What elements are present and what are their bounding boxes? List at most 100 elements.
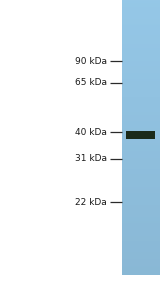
Bar: [122, 222, 160, 224]
Bar: [122, 127, 160, 128]
Bar: [122, 184, 160, 185]
Bar: [122, 200, 160, 201]
Text: 31 kDa: 31 kDa: [75, 154, 107, 163]
Bar: [122, 57, 160, 59]
Bar: [122, 120, 160, 121]
Bar: [122, 262, 160, 263]
Bar: [122, 259, 160, 260]
Bar: [122, 265, 160, 267]
Bar: [122, 221, 160, 222]
Bar: [122, 56, 160, 57]
Bar: [122, 212, 160, 214]
Bar: [122, 177, 160, 178]
Bar: [122, 5, 160, 6]
Bar: [122, 14, 160, 16]
Bar: [122, 29, 160, 30]
Bar: [122, 238, 160, 239]
Bar: [122, 264, 160, 265]
Bar: [122, 178, 160, 179]
Bar: [122, 124, 160, 126]
Bar: [122, 49, 160, 50]
Bar: [122, 233, 160, 234]
Bar: [122, 73, 160, 74]
Bar: [122, 80, 160, 81]
Bar: [122, 76, 160, 77]
Bar: [122, 0, 160, 1]
Bar: [122, 190, 160, 191]
Bar: [122, 247, 160, 249]
Bar: [122, 263, 160, 264]
Bar: [122, 39, 160, 40]
Bar: [122, 271, 160, 272]
Bar: [122, 117, 160, 118]
Bar: [122, 91, 160, 93]
Bar: [122, 116, 160, 117]
Bar: [122, 121, 160, 122]
Bar: [122, 147, 160, 148]
Bar: [122, 199, 160, 200]
Bar: [122, 267, 160, 269]
Bar: [122, 32, 160, 33]
Bar: [122, 50, 160, 51]
Bar: [122, 144, 160, 145]
Bar: [122, 168, 160, 170]
Bar: [122, 20, 160, 21]
Bar: [122, 83, 160, 84]
Bar: [122, 93, 160, 94]
Bar: [122, 35, 160, 36]
Bar: [122, 141, 160, 142]
Bar: [122, 150, 160, 151]
Bar: [122, 51, 160, 52]
Bar: [122, 30, 160, 31]
Bar: [122, 158, 160, 159]
Bar: [122, 43, 160, 44]
Bar: [122, 101, 160, 102]
Bar: [122, 172, 160, 173]
Bar: [122, 196, 160, 197]
Bar: [122, 233, 160, 235]
Bar: [122, 85, 160, 86]
Bar: [122, 113, 160, 115]
Bar: [122, 129, 160, 130]
Bar: [122, 111, 160, 113]
Bar: [122, 211, 160, 212]
Bar: [122, 256, 160, 258]
Bar: [122, 163, 160, 164]
Bar: [122, 255, 160, 257]
Bar: [122, 232, 160, 233]
Bar: [122, 185, 160, 186]
Bar: [122, 69, 160, 71]
Bar: [122, 123, 160, 125]
Bar: [122, 58, 160, 60]
Bar: [122, 26, 160, 28]
Bar: [122, 234, 160, 236]
Bar: [122, 87, 160, 88]
Bar: [122, 102, 160, 103]
Bar: [122, 140, 160, 141]
Bar: [122, 142, 160, 143]
Bar: [122, 145, 160, 146]
Bar: [122, 114, 160, 116]
Bar: [122, 253, 160, 254]
Bar: [122, 187, 160, 188]
Bar: [122, 235, 160, 237]
Bar: [122, 215, 160, 216]
Bar: [122, 183, 160, 184]
Bar: [122, 97, 160, 98]
Bar: [122, 119, 160, 120]
Bar: [122, 86, 160, 87]
Bar: [122, 139, 160, 140]
Bar: [122, 24, 160, 25]
Bar: [122, 248, 160, 249]
Bar: [122, 92, 160, 93]
Bar: [122, 132, 160, 133]
Bar: [122, 206, 160, 207]
Bar: [122, 16, 160, 17]
Bar: [122, 267, 160, 268]
Bar: [122, 122, 160, 123]
Bar: [122, 99, 160, 100]
Bar: [122, 13, 160, 14]
Bar: [122, 186, 160, 187]
Bar: [122, 212, 160, 213]
Bar: [122, 59, 160, 61]
